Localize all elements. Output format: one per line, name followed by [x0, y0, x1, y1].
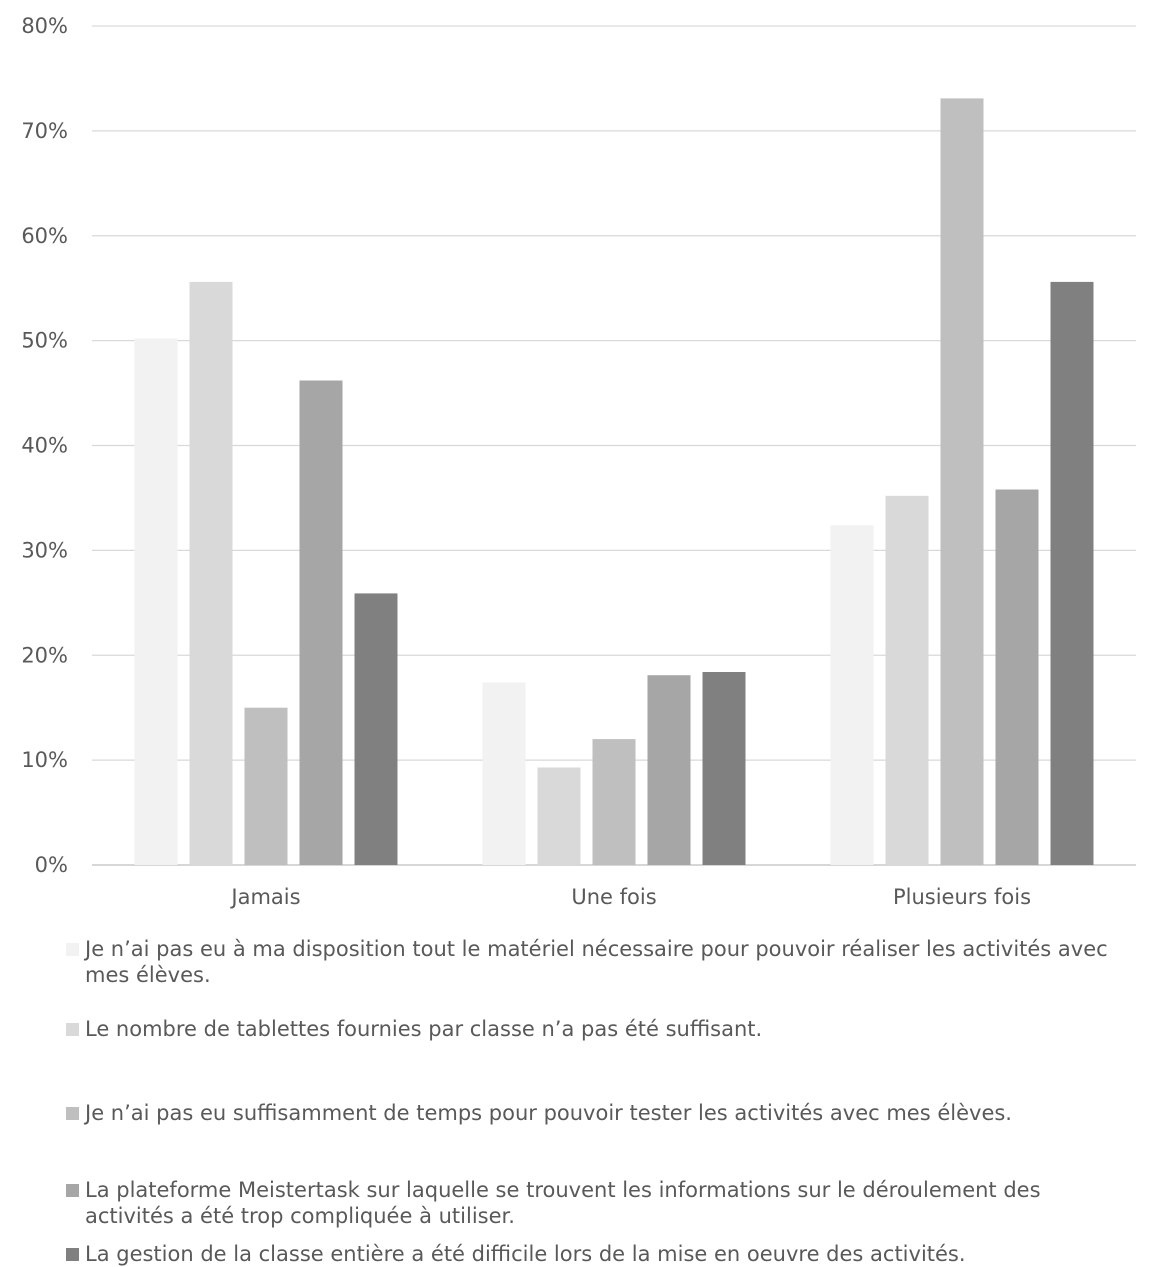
- legend-swatch: [66, 1023, 79, 1036]
- legend-label: Je n’ai pas eu à ma disposition tout le …: [85, 937, 1108, 987]
- y-axis-ticks: 0% 10% 20% 30% 40% 50% 60% 70% 80%: [21, 14, 68, 877]
- bar: [482, 682, 526, 865]
- legend-item: Je n’ai pas eu suffisamment de temps pou…: [66, 1100, 1136, 1126]
- bar-chart: 0% 10% 20% 30% 40% 50% 60% 70% 80% Jamais Une foi…: [21, 14, 1136, 909]
- legend-label: La gestion de la classe entière a été di…: [85, 1242, 966, 1266]
- legend-swatch: [66, 943, 79, 956]
- x-category-label: Plusieurs fois: [893, 885, 1031, 909]
- legend-swatch: [66, 1248, 79, 1261]
- x-category-label: Une fois: [571, 885, 656, 909]
- bars: [134, 98, 1094, 865]
- y-tick-label: 70%: [21, 119, 68, 143]
- bar: [299, 380, 343, 865]
- legend-swatch: [66, 1184, 79, 1197]
- bar: [134, 338, 178, 865]
- bar: [940, 98, 984, 865]
- bar: [592, 739, 636, 865]
- bar: [647, 675, 691, 865]
- y-tick-label: 80%: [21, 14, 68, 38]
- bar: [244, 707, 288, 865]
- y-tick-label: 10%: [21, 748, 68, 772]
- y-tick-label: 40%: [21, 434, 68, 458]
- x-category-label: Jamais: [229, 885, 300, 909]
- bar: [830, 525, 874, 865]
- legend-label: La plateforme Meistertask sur laquelle s…: [85, 1178, 1041, 1228]
- y-tick-label: 20%: [21, 643, 68, 667]
- y-tick-label: 60%: [21, 224, 68, 248]
- y-tick-label: 50%: [21, 329, 68, 353]
- bar: [995, 489, 1039, 865]
- y-tick-label: 30%: [21, 538, 68, 562]
- bar: [702, 672, 746, 865]
- bar: [354, 593, 398, 865]
- legend-item: La gestion de la classe entière a été di…: [66, 1241, 1136, 1267]
- legend-item: Le nombre de tablettes fournies par clas…: [66, 1016, 1136, 1042]
- legend-swatch: [66, 1107, 79, 1120]
- legend-item: La plateforme Meistertask sur laquelle s…: [66, 1177, 1136, 1229]
- bar: [1050, 281, 1094, 865]
- x-axis-categories: Jamais Une fois Plusieurs fois: [229, 885, 1031, 909]
- y-tick-label: 0%: [35, 853, 68, 877]
- legend-item: Je n’ai pas eu à ma disposition tout le …: [66, 936, 1136, 988]
- bar: [189, 281, 233, 865]
- bar: [885, 495, 929, 865]
- legend-label: Je n’ai pas eu suffisamment de temps pou…: [85, 1101, 1012, 1125]
- bar: [537, 767, 581, 865]
- legend-label: Le nombre de tablettes fournies par clas…: [85, 1017, 763, 1041]
